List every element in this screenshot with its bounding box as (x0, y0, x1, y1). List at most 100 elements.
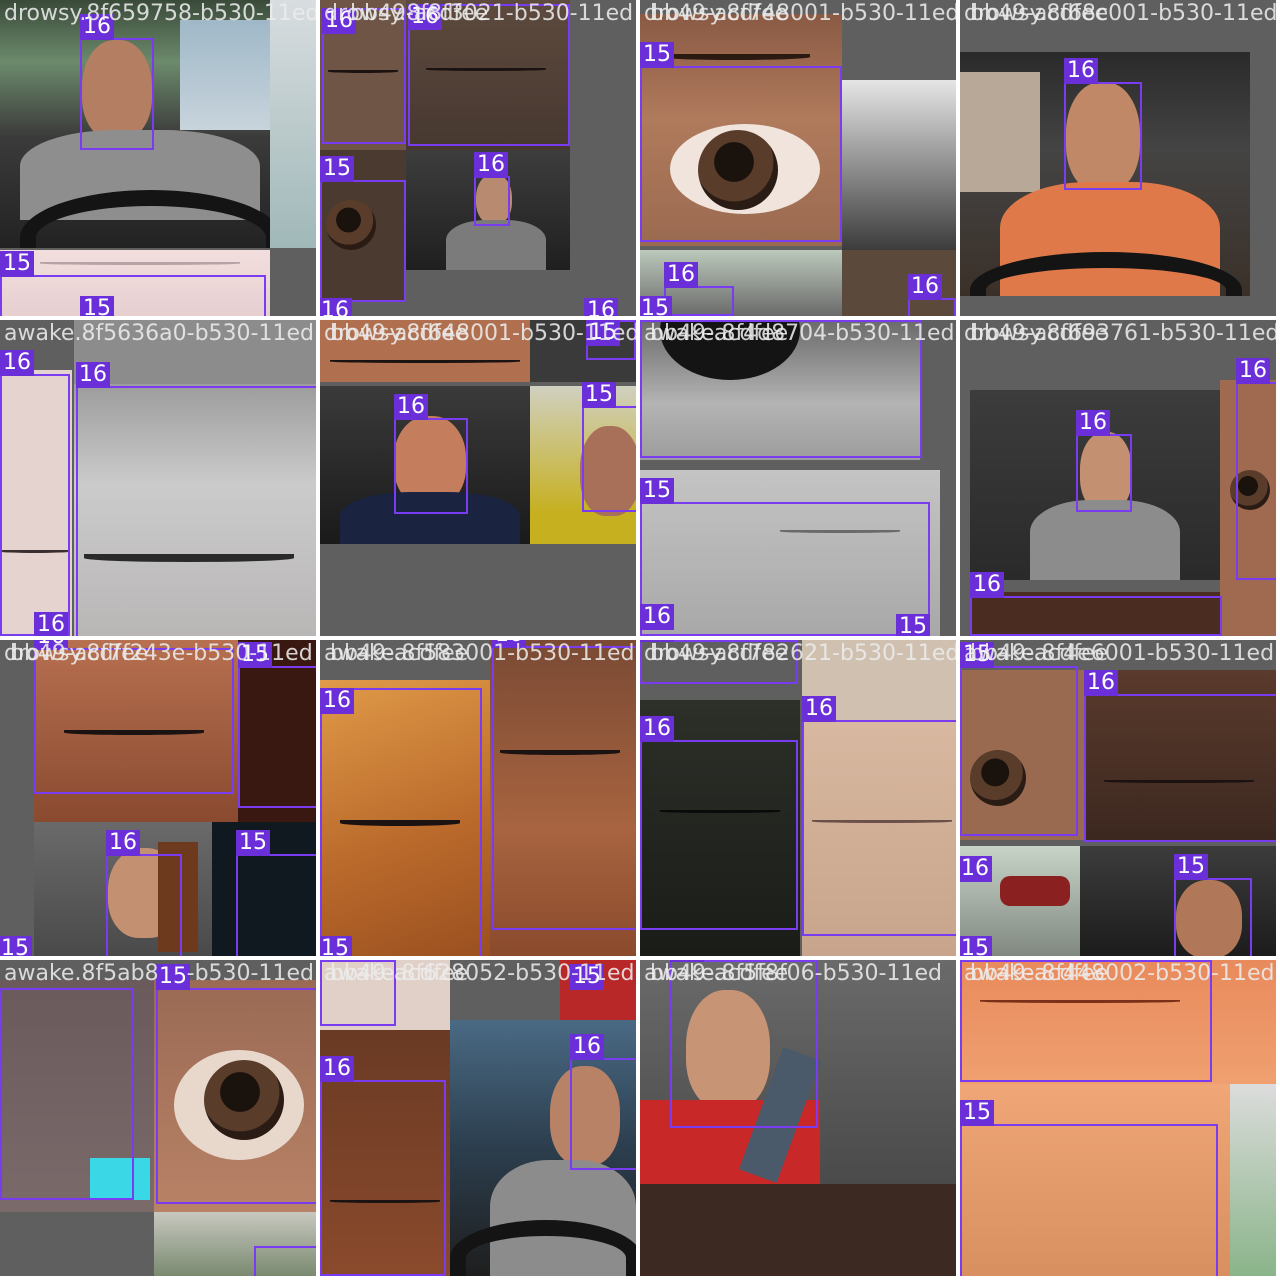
bbox: 15 (670, 960, 818, 1128)
class-tag: 16 (640, 716, 674, 742)
tile-filename: drowsy.8f648001-b530-11ed (324, 321, 636, 346)
tile-filename: awake.8f628052-b530-11ed (324, 961, 635, 986)
class-tag: 16 (1064, 58, 1098, 84)
bbox (0, 988, 134, 1200)
tile-filename-overlap: bb49-acdfee (970, 961, 1109, 986)
eye-crop (640, 700, 800, 956)
class-tag: 16 (394, 394, 428, 420)
bbox: 16 (80, 14, 154, 150)
tile-filename-overlap: bb49-acdfee (970, 641, 1109, 666)
class-tag: 15 (640, 296, 672, 316)
bbox: 16 (640, 640, 798, 684)
tile-filename: awake.8f5636a0-b530-11ed (4, 321, 314, 346)
class-tag: 16 (640, 640, 674, 642)
bbox: 16 (394, 394, 468, 514)
eye-crop (34, 640, 238, 822)
bbox (960, 960, 1212, 1082)
bbox: 16 (1064, 58, 1142, 190)
class-tag: 16 (80, 14, 114, 40)
eye-crop (74, 384, 316, 636)
class-tag: 15 (80, 296, 114, 316)
tile-filename: drowsy.8f68c001-b530-11ed (964, 1, 1276, 26)
tile-16: awake.8f448002-b530-11ed bb49-acdfee 15 (960, 960, 1276, 1276)
bbox: 16 (0, 350, 70, 636)
bbox: 15 (320, 156, 406, 302)
bbox: 16 (320, 688, 482, 956)
eye-crop (320, 680, 490, 956)
bbox (320, 960, 396, 1026)
class-tag: 16 (1236, 358, 1270, 384)
class-tag: 15 (320, 936, 352, 956)
bbox: 15 (1174, 854, 1252, 956)
bbox: 16 (408, 4, 570, 146)
tile-filename-overlap: bb49-acdfee (330, 321, 469, 346)
tile-filename: awake.8f4e6001-b530-11ed (964, 641, 1275, 666)
bbox: 16 (640, 320, 922, 630)
eye-crop (960, 960, 1276, 1084)
bbox: 15 (238, 642, 316, 808)
driver-photo (970, 390, 1220, 580)
bbox: 16 (570, 1034, 636, 1170)
eye-crop (640, 470, 940, 636)
tile-1: drowsy.8f659758-b530-11ed 16 15 15 (0, 0, 316, 316)
tile-3: drowsy.8f748001-b530-11ed bb49-acdfee 15… (640, 0, 956, 316)
bbox: 15 (640, 42, 842, 242)
class-tag: 16 (0, 350, 34, 376)
tile-filename: awake.8f5ab8 -b530-11ed (4, 961, 314, 986)
class-tag: 16 (664, 262, 698, 288)
eye-crop (640, 320, 920, 460)
class-tag: 15 (0, 936, 32, 956)
outdoor-photo (154, 1212, 316, 1276)
class-tag: 16 (76, 362, 110, 388)
class-tag: 16 (570, 1034, 604, 1060)
bbox: 16 (802, 696, 956, 936)
tile-filename-overlap: bb49-acdfee (970, 1, 1109, 26)
class-tag: 15 (960, 936, 992, 956)
class-tag: 15 (1174, 854, 1208, 880)
tile-filename: drowsy.8f8f3021-b530-11ed (324, 1, 634, 26)
class-tag: 15 (670, 960, 704, 962)
tile-filename: drowsy.8f748001-b530-11ed (644, 1, 956, 26)
driver-photo (450, 1020, 636, 1276)
tile-filename-overlap: bb49-acdfee (650, 321, 789, 346)
bbox: 16 (640, 716, 798, 930)
tile-8: drowsy.8f693761-b530-11ed bb49-acdfee 16… (960, 320, 1276, 636)
eye-crop (154, 980, 316, 1212)
bbox: 16 (1236, 358, 1276, 580)
class-tag: 15 (236, 830, 270, 856)
bbox: 16 (960, 856, 992, 956)
tile-filename-overlap: bb49-acdfee (970, 321, 1109, 346)
tile-7: awake.8f4d8704-b530-11ed bb49-acdfee 15 … (640, 320, 956, 636)
eye-crop (0, 980, 154, 1212)
class-tag: 16 (474, 152, 508, 178)
tile-14: awake.8f628052-b530-11ed bb49-acdfee 16 … (320, 960, 636, 1276)
eye-crop (490, 640, 636, 956)
bbox (254, 1246, 316, 1276)
bbox: 16 (322, 8, 406, 144)
class-tag: 16 (970, 572, 1004, 598)
eye-crop (1084, 670, 1276, 840)
eye-crop (960, 1084, 1230, 1276)
class-tag: 15 (320, 156, 354, 182)
class-tag: 15 (0, 251, 34, 277)
tile-12: awake.8f4e6001-b530-11ed bb49-acdfee 15 … (960, 640, 1276, 956)
class-tag: 15 (570, 964, 604, 990)
class-tag: 15 (640, 478, 674, 504)
class-tag: 16 (320, 688, 354, 714)
eye-crop (0, 250, 270, 316)
bbox: 16 (970, 572, 1222, 636)
eye-crop (320, 150, 406, 300)
tile-filename: awake.8f5f8f06-b530-11ed (644, 961, 942, 986)
bbox: 16 (106, 830, 182, 956)
tile-13: awake.8f5ab8 -b530-11ed 15 (0, 960, 316, 1276)
outdoor-photo (1230, 1084, 1276, 1276)
tile-filename-overlap: bb49-acdfee (330, 961, 469, 986)
class-tag: 16 (584, 298, 618, 316)
class-tag: 16 (1076, 410, 1110, 436)
tile-filename-overlap: bb49-acdfee (350, 1, 489, 26)
bbox: 15 (586, 320, 636, 360)
bbox: 16 (76, 362, 316, 636)
tile-4: drowsy.8f68c001-b530-11ed bb49-acdfee 16 (960, 0, 1276, 316)
class-tag: 16 (106, 830, 140, 856)
